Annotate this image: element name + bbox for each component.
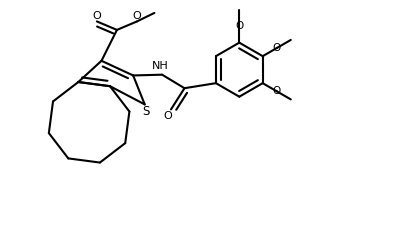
Text: S: S (141, 105, 149, 118)
Text: O: O (272, 43, 280, 53)
Text: O: O (272, 86, 280, 96)
Text: O: O (92, 11, 101, 21)
Text: NH: NH (151, 61, 168, 71)
Text: O: O (163, 111, 172, 121)
Text: O: O (234, 21, 243, 31)
Text: O: O (132, 11, 141, 21)
